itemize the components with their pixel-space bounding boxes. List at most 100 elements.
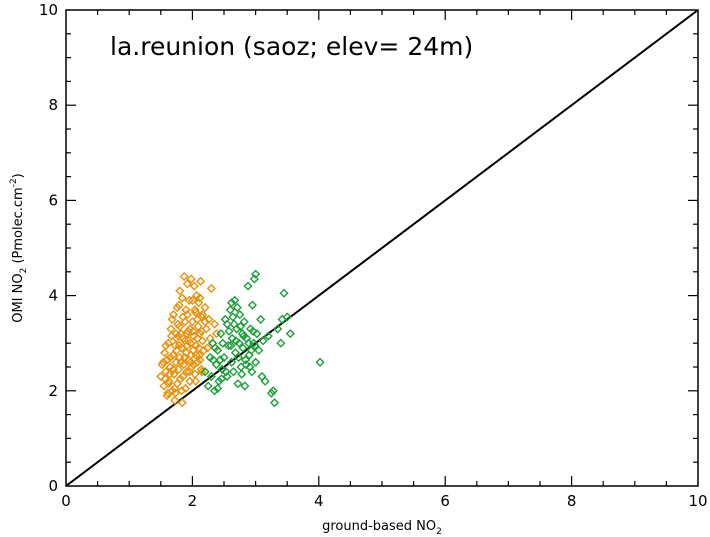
data-point <box>182 329 192 339</box>
data-point <box>238 343 248 353</box>
data-point <box>203 381 213 391</box>
data-point <box>218 338 228 348</box>
data-point <box>282 312 292 322</box>
data-points <box>156 269 325 408</box>
data-point <box>184 336 194 346</box>
data-point <box>178 360 189 370</box>
data-point <box>268 386 278 396</box>
data-point <box>160 374 170 384</box>
x-axis-title: ground-based NO2 <box>322 519 442 537</box>
data-point <box>167 314 177 324</box>
data-point <box>192 333 203 344</box>
data-point <box>168 310 179 320</box>
data-point <box>213 345 223 355</box>
data-point <box>195 293 205 303</box>
one-to-one-line <box>65 9 699 487</box>
data-point <box>237 369 247 379</box>
data-point <box>266 388 276 398</box>
data-point <box>239 331 249 341</box>
data-point <box>182 340 192 351</box>
data-point <box>156 371 166 382</box>
data-point <box>189 331 199 341</box>
data-point <box>248 326 258 336</box>
y-tick-label: 2 <box>48 382 58 400</box>
data-point <box>228 367 239 377</box>
data-point <box>206 283 216 294</box>
data-point <box>226 357 237 367</box>
data-point <box>226 340 236 351</box>
data-point <box>189 281 199 291</box>
data-point <box>175 321 185 332</box>
data-point <box>170 383 180 394</box>
data-point <box>165 369 175 379</box>
y-axis-title-close: ) <box>11 173 26 178</box>
y-axis-title-unit: (Pmolec.cm <box>11 187 26 267</box>
data-point <box>213 383 223 394</box>
data-point <box>245 362 255 372</box>
data-point <box>176 357 186 367</box>
data-point <box>184 295 194 305</box>
y-axis-title-main: OMI NO <box>11 273 26 322</box>
y-axis-title-subscript: 2 <box>19 268 29 274</box>
data-point <box>190 305 200 315</box>
data-point <box>177 398 187 408</box>
data-point <box>170 388 180 398</box>
data-point <box>269 398 280 408</box>
data-point <box>200 317 210 327</box>
data-point <box>222 319 232 329</box>
data-point <box>234 338 244 348</box>
data-point <box>226 298 237 308</box>
data-point <box>181 348 191 358</box>
data-point <box>243 281 253 291</box>
series-2 <box>200 269 325 408</box>
data-point <box>247 300 258 310</box>
data-point <box>235 321 246 332</box>
data-point <box>249 274 259 284</box>
data-point <box>235 310 245 320</box>
data-point <box>209 386 220 396</box>
data-point <box>197 310 208 320</box>
data-point <box>285 329 295 339</box>
data-point <box>180 383 191 394</box>
data-point <box>241 360 251 370</box>
data-point <box>244 338 254 348</box>
data-point <box>160 348 170 358</box>
data-point <box>161 340 171 351</box>
data-point <box>200 302 210 313</box>
data-point <box>221 367 231 377</box>
data-point <box>216 374 227 384</box>
data-point <box>177 386 187 396</box>
y-tick-label: 0 <box>48 477 58 495</box>
data-point <box>187 295 197 305</box>
y-tick-label: 4 <box>48 287 58 305</box>
data-point <box>194 298 204 308</box>
data-point <box>215 355 225 365</box>
data-point <box>251 269 261 279</box>
data-point <box>184 367 194 377</box>
data-point <box>224 326 234 336</box>
data-point <box>194 350 204 360</box>
data-point <box>202 343 213 353</box>
data-point <box>209 319 220 329</box>
x-tick-label: 2 <box>188 492 198 510</box>
data-point <box>210 343 220 353</box>
data-point <box>216 329 226 339</box>
y-tick-label: 10 <box>39 1 58 19</box>
data-point <box>276 338 286 348</box>
series-1 <box>156 271 222 408</box>
x-tick-label: 10 <box>688 492 707 510</box>
axis-ticks <box>66 10 698 486</box>
data-point <box>232 302 242 313</box>
data-point <box>158 357 168 367</box>
data-point <box>258 336 268 346</box>
data-point <box>182 310 192 320</box>
data-point <box>180 352 190 363</box>
data-point <box>204 314 214 324</box>
data-point <box>246 345 256 355</box>
data-point <box>214 376 224 386</box>
data-point <box>225 305 235 315</box>
data-point <box>173 331 184 341</box>
data-point <box>190 376 201 386</box>
data-point <box>256 314 266 324</box>
